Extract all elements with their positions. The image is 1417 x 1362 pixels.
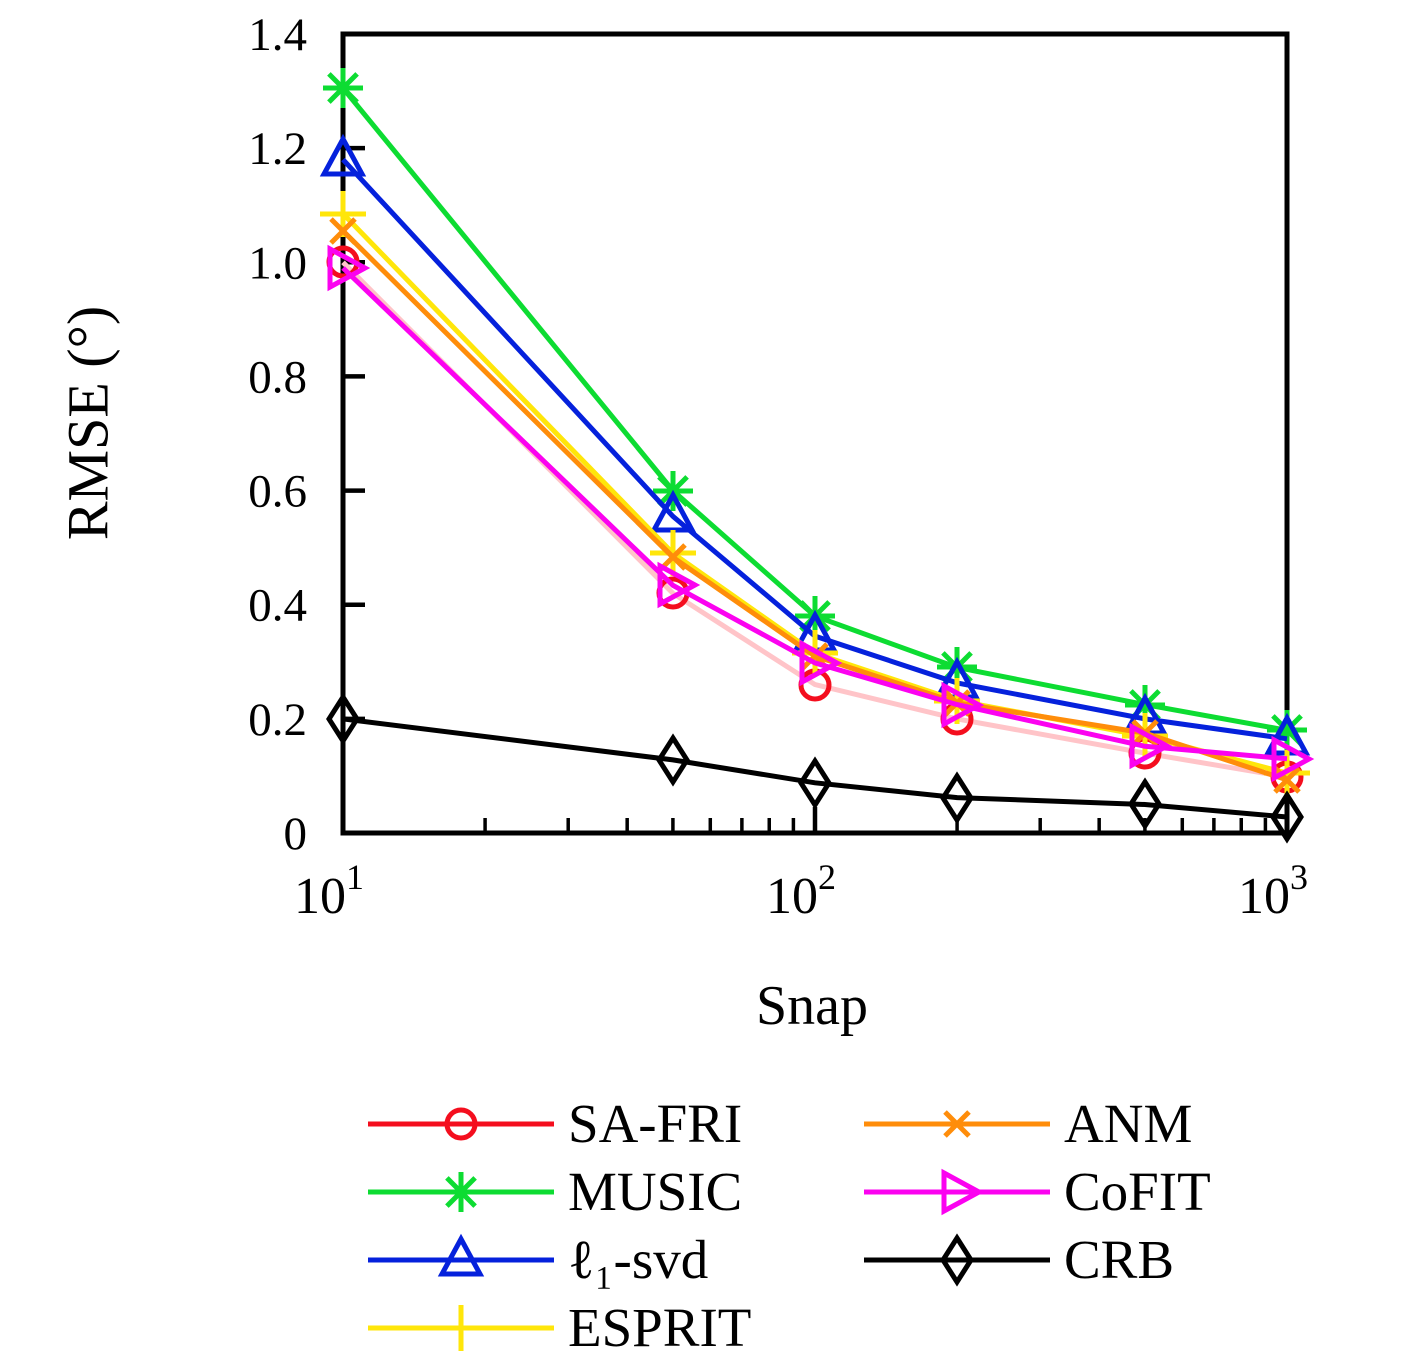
legend-item-CRB: CRB (862, 1226, 1211, 1294)
legend-sample (864, 1110, 1050, 1138)
marker-diamond-icon (656, 733, 690, 787)
marker-triangle-right-icon (1129, 722, 1173, 770)
marker-plus-icon (438, 1305, 484, 1351)
y-tick-label: 0.2 (248, 694, 307, 746)
legend-item-MUSIC: MUSIC (366, 1158, 751, 1226)
y-tick-label: 0.8 (248, 351, 307, 403)
y-tick-label: 0.6 (248, 466, 307, 518)
marker-diamond-icon (940, 1233, 974, 1287)
marker-asterisk-icon (441, 1172, 481, 1212)
series-CoFIT (327, 244, 1315, 783)
marker-diamond-icon (798, 756, 832, 810)
marker-x-icon (943, 1110, 971, 1138)
marker-triangle-right-icon (327, 244, 371, 292)
legend-item-ESPRIT: ESPRIT (366, 1294, 751, 1362)
series-line (341, 86, 1288, 733)
legend-sample (368, 1305, 554, 1351)
legend-sample (864, 1168, 1050, 1216)
x-tick-label: 101 (294, 857, 364, 925)
marker-diamond-icon (1270, 790, 1304, 844)
x-tick-label: 103 (1238, 857, 1308, 925)
marker-triangle-right-icon (941, 1168, 985, 1216)
series-line (342, 716, 1288, 820)
series-CRB (326, 692, 1304, 844)
marker-plus-icon (650, 530, 696, 576)
series-line (341, 157, 1288, 742)
legend-sample (368, 1233, 554, 1277)
marker-asterisk-icon (323, 68, 363, 108)
marker-diamond-icon (1128, 777, 1162, 831)
legend-item-ℓ₁-svd: ℓ₁-svd (366, 1226, 751, 1294)
marker-diamond-icon (326, 692, 360, 746)
y-tick-label: 0 (284, 808, 308, 860)
series-line (341, 266, 1288, 762)
legend-sample (864, 1233, 1050, 1287)
y-tick-label: 1.0 (248, 237, 307, 289)
marker-asterisk-icon (1125, 685, 1165, 725)
marker-x-icon (1273, 766, 1301, 794)
x-tick-label: 102 (766, 857, 836, 925)
legend-label: SA-FRI (568, 1093, 743, 1154)
y-tick-label: 0.4 (248, 580, 307, 632)
marker-triangle-right-icon (941, 681, 985, 729)
legend-sample (368, 1107, 554, 1141)
marker-circle-icon (444, 1107, 478, 1141)
marker-x-icon (329, 217, 357, 245)
legend-column-2: ANM CoFIT CRB (862, 1090, 1211, 1294)
legend-label: CRB (1064, 1229, 1175, 1290)
series-line (341, 229, 1288, 783)
marker-x-icon (659, 543, 687, 571)
legend-label: MUSIC (568, 1161, 743, 1222)
legend-label: CoFIT (1064, 1161, 1211, 1222)
marker-circle-icon (798, 668, 832, 702)
legend-label: ℓ₁-svd (568, 1229, 709, 1290)
series-line (341, 260, 1288, 780)
marker-triangle-up-icon (319, 133, 367, 177)
y-tick-label: 1.4 (248, 9, 307, 61)
y-tick-label: 1.2 (248, 123, 307, 175)
marker-triangle-right-icon (657, 561, 701, 609)
marker-triangle-right-icon (799, 639, 843, 687)
legend-label: ANM (1064, 1093, 1193, 1154)
marker-diamond-icon (940, 771, 974, 825)
legend-item-ANM: ANM (862, 1090, 1211, 1158)
marker-asterisk-icon (1267, 710, 1307, 750)
legend-item-SA-FRI: SA-FRI (366, 1090, 751, 1158)
x-axis-label: Snap (756, 975, 868, 1037)
legend-label: ESPRIT (568, 1297, 752, 1358)
legend-item-CoFIT: CoFIT (862, 1158, 1211, 1226)
legend-column-1: SA-FRI MUSIC ℓ₁-svd ESPRIT (366, 1090, 751, 1362)
legend-sample (368, 1172, 554, 1212)
marker-triangle-up-icon (437, 1233, 485, 1277)
marker-triangle-right-icon (1271, 735, 1315, 783)
